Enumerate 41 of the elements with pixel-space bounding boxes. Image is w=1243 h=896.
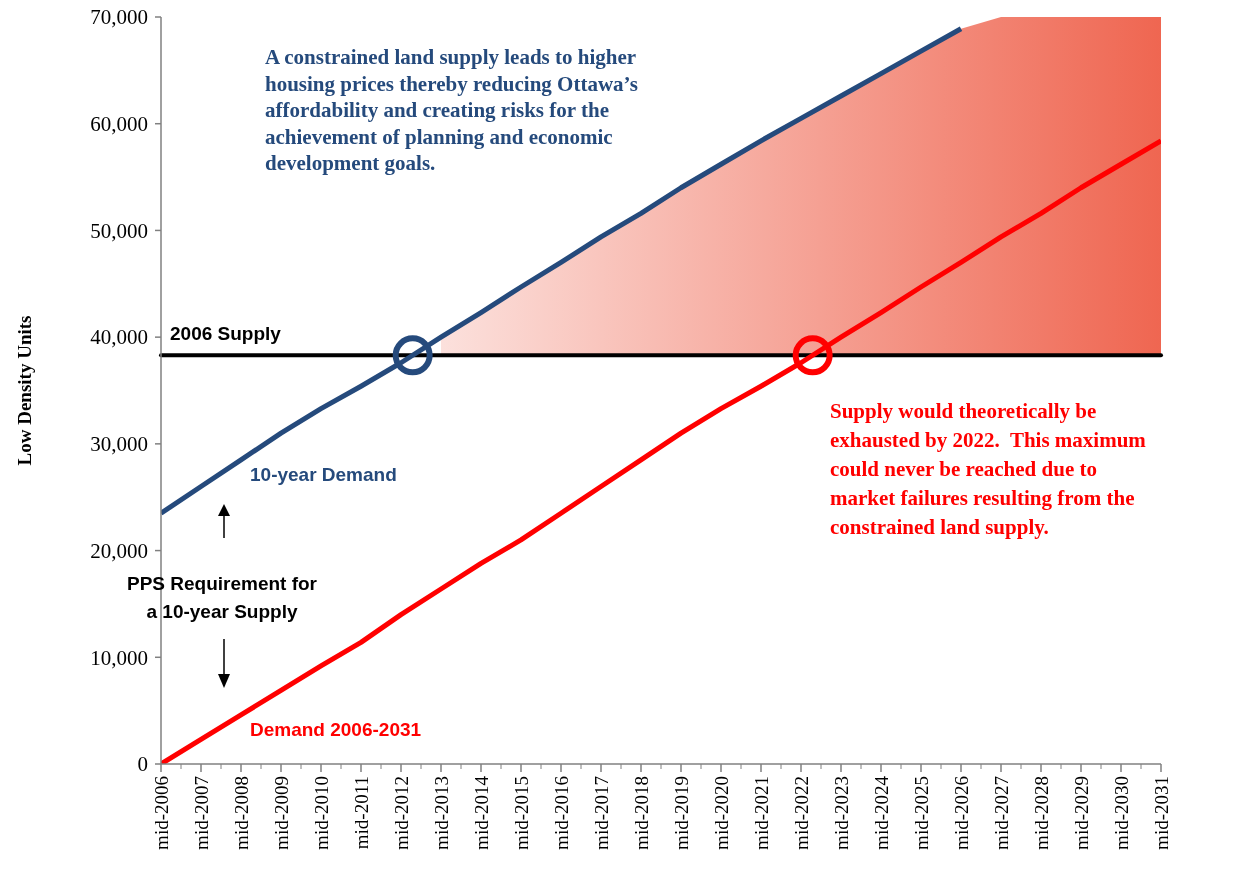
y-tick-label: 50,000 [90,218,148,243]
x-tick-label: mid-2009 [270,776,292,850]
x-tick-label: mid-2028 [1030,776,1052,850]
x-tick-label: mid-2026 [950,776,972,850]
x-tick-label: mid-2031 [1150,776,1172,850]
x-tick-label: mid-2018 [630,776,652,850]
y-tick-label: 0 [137,752,148,777]
x-tick-label: mid-2010 [310,776,332,850]
y-tick-label: 20,000 [90,538,148,563]
x-tick-label: mid-2019 [670,776,692,850]
annotation: Supply would theoretically be exhausted by 2022. This maximum could never be reached due to market failures resulting from the constrained land supply. [830,399,1147,539]
y-tick-label: 40,000 [90,325,148,350]
x-tick-label: mid-2020 [710,776,732,850]
y-tick-label: 60,000 [90,112,148,137]
series-label: Demand 2006-2031 [250,718,422,740]
x-tick-label: mid-2012 [390,776,412,850]
annotation: PPS Requirement for a 10-year Supply [126,573,318,622]
x-tick-label: mid-2027 [990,776,1012,850]
y-tick-label: 10,000 [90,645,148,670]
series-label: 10-year Demand [250,463,397,485]
y-tick-label: 70,000 [90,5,148,30]
x-tick-label: mid-2023 [830,776,852,850]
x-tick-label: mid-2030 [1110,776,1132,850]
x-tick-label: mid-2024 [870,775,892,850]
x-tick-label: mid-2016 [550,776,572,850]
x-tick-label: mid-2006 [150,776,172,850]
x-tick-label: mid-2007 [190,776,212,850]
annotation: A constrained land supply leads to higher housing prices thereby reducing Ottawa’s affordability and creating risks for the achievement of planning and economic development goals. [265,45,638,175]
x-tick-label: mid-2017 [590,776,612,850]
x-tick-label: mid-2025 [910,776,932,850]
x-tick-label: mid-2014 [470,775,492,850]
x-tick-label: mid-2029 [1070,776,1092,850]
y-tick-label: 30,000 [90,432,148,457]
x-tick-label: mid-2015 [510,776,532,850]
x-tick-label: mid-2021 [750,776,772,850]
ref-line-label: 2006 Supply [170,323,282,345]
x-tick-label: mid-2008 [230,776,252,850]
x-tick-label: mid-2022 [790,776,812,850]
y-axis-title: Low Density Units [13,315,35,466]
x-tick-label: mid-2011 [350,776,372,850]
x-tick-label: mid-2013 [430,776,452,850]
